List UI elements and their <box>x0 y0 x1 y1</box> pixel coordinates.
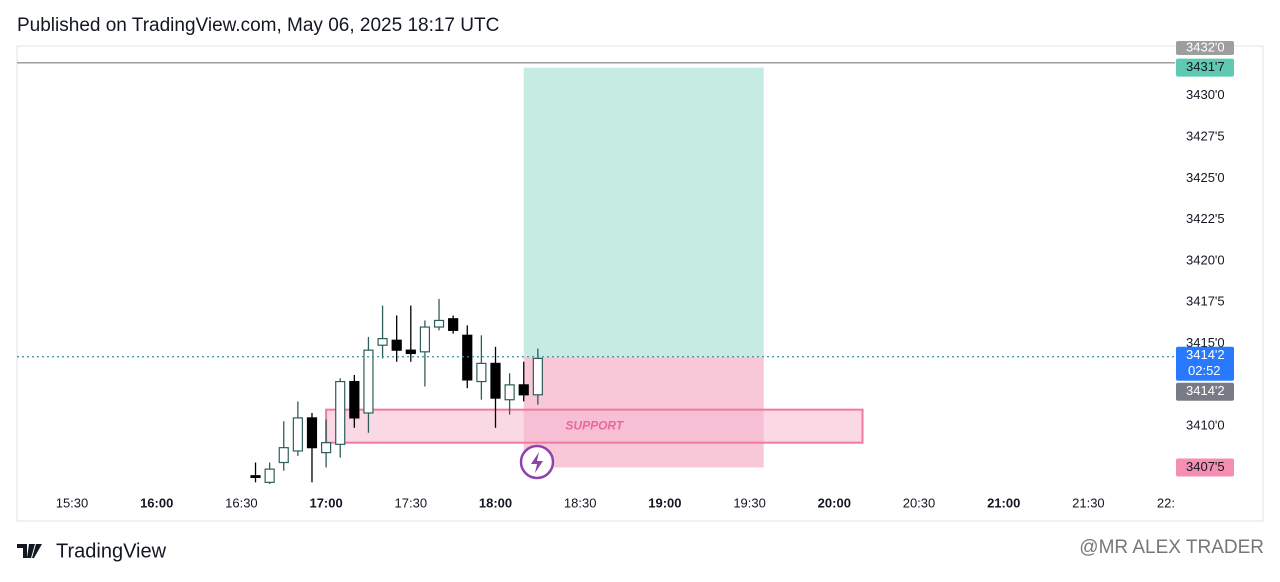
x-tick-label: 17:00 <box>309 495 342 510</box>
x-tick-label: 18:30 <box>564 495 597 510</box>
x-tick-label: 20:30 <box>903 495 936 510</box>
zone-label: SUPPORT <box>565 418 624 432</box>
y-tick-label: 3427'5 <box>1186 128 1225 143</box>
last-price-label: 3414'2 <box>1186 347 1225 362</box>
countdown: 02:52 <box>1188 363 1221 378</box>
x-tick-label: 22: <box>1157 495 1175 510</box>
x-tick-label: 16:30 <box>225 495 258 510</box>
brand-logo <box>17 544 42 558</box>
candle-body <box>518 384 529 396</box>
candle-body <box>419 326 431 353</box>
target-badge-label: 3431'7 <box>1186 59 1225 74</box>
candle-body <box>405 349 416 355</box>
page-title: Published on TradingView.com, May 06, 20… <box>17 15 499 36</box>
target-badge <box>1176 58 1234 77</box>
candle-body <box>433 319 445 328</box>
y-tick-label: 3422'5 <box>1186 211 1225 226</box>
y-tick-label: 3417'5 <box>1186 294 1225 309</box>
candle-body <box>504 384 515 401</box>
candle-body <box>349 380 360 419</box>
candle-body <box>377 338 388 346</box>
x-tick-label: 19:30 <box>733 495 766 510</box>
candle-body <box>363 349 374 414</box>
close-badge <box>1176 382 1234 401</box>
plot-area: SUPPORT <box>17 61 1175 484</box>
chart-frame <box>16 45 1264 522</box>
x-tick-label: 21:00 <box>987 495 1020 510</box>
candle-body <box>278 447 289 464</box>
candle-body <box>335 380 346 445</box>
x-tick-label: 16:00 <box>140 495 173 510</box>
last-price-badge <box>1176 346 1234 381</box>
candle-body <box>391 339 402 351</box>
x-tick-label: 18:00 <box>479 495 512 510</box>
y-tick-label: 3410'0 <box>1186 418 1225 433</box>
candle-body <box>462 334 473 381</box>
brand: TradingView <box>56 540 167 562</box>
stop-badge-label: 3407'5 <box>1186 459 1225 474</box>
price-badge-label: 3432'0 <box>1186 39 1225 54</box>
candle-body <box>532 357 543 396</box>
x-tick-label: 17:30 <box>395 495 428 510</box>
watermark: @MR ALEX TRADER <box>1079 537 1264 558</box>
candle-body <box>490 362 501 399</box>
x-tick-label: 20:00 <box>818 495 851 510</box>
alert-bolt <box>531 452 543 473</box>
candle-body <box>292 417 303 452</box>
y-tick-label: 3420'0 <box>1186 252 1225 267</box>
y-tick-label: 3425'0 <box>1186 170 1225 185</box>
candle-body <box>476 362 487 383</box>
candle-body <box>321 442 332 454</box>
target-zone <box>523 67 764 357</box>
x-tick-label: 15:30 <box>56 495 89 510</box>
candle-body <box>264 468 275 483</box>
y-tick-label: 3415'0 <box>1186 335 1225 350</box>
y-tick-label: 3430'0 <box>1186 87 1225 102</box>
price-badge <box>1176 41 1234 55</box>
axes: 3410'0 3415'0 3417'5 3420'0 3422'5 3425'0 3427… <box>56 39 1234 510</box>
x-tick-label: 19:00 <box>648 495 681 510</box>
close-label: 3414'2 <box>1186 383 1225 398</box>
stop-badge <box>1176 458 1234 477</box>
candle-body <box>448 318 459 331</box>
candle-body <box>250 475 261 478</box>
x-tick-label: 21:30 <box>1072 495 1105 510</box>
candle-body <box>306 417 318 449</box>
